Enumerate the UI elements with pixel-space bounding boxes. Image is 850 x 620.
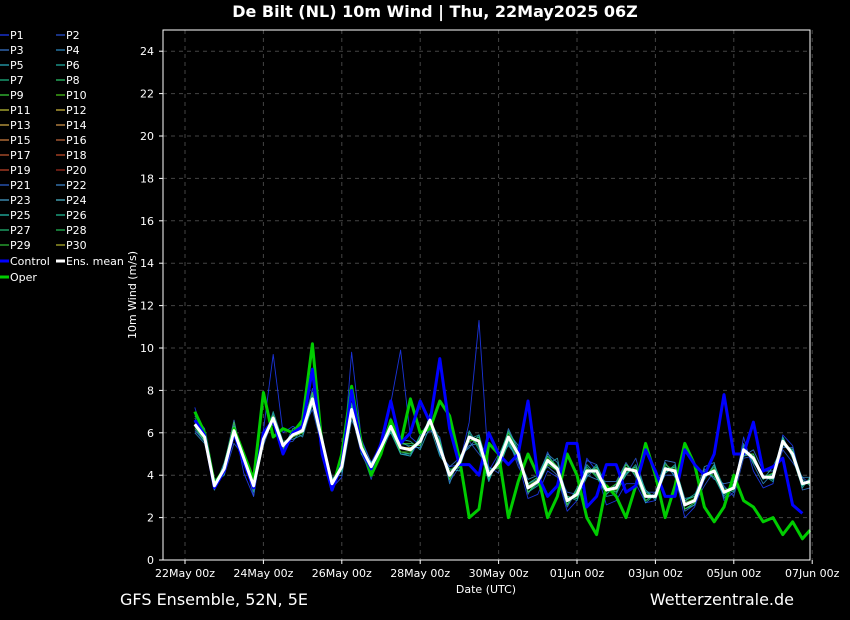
y-axis-label: 10m Wind (m/s)	[126, 251, 139, 339]
y-tick-label: 0	[147, 554, 154, 567]
legend-label: P18	[66, 149, 87, 162]
plot-frame	[162, 29, 811, 561]
legend-label: P6	[66, 59, 80, 72]
x-tick-label: 28May 00z	[390, 567, 450, 580]
footer-site: Wetterzentrale.de	[650, 590, 794, 609]
legend-label: P13	[10, 119, 31, 132]
legend-label: P5	[10, 59, 24, 72]
series-line-oper	[193, 342, 812, 541]
y-tick-label: 4	[147, 469, 154, 482]
legend-label: P25	[10, 209, 31, 222]
x-axis-label: Date (UTC)	[456, 583, 516, 596]
x-tick-label: 24May 00z	[233, 567, 293, 580]
legend-label: P17	[10, 149, 31, 162]
y-tick-label: 2	[147, 512, 154, 525]
legend-label: Control	[10, 255, 50, 268]
legend-label: P15	[10, 134, 31, 147]
series-line-control	[193, 357, 804, 515]
legend: P1 P2 P3 P4 P5 P6 P7 P8 P9 P10 P11 P12 P13 P14 P15 P16 P…	[0, 29, 124, 284]
y-tick-label: 16	[140, 215, 154, 228]
chart-title: De Bilt (NL) 10m Wind | Thu, 22May2025 0…	[232, 2, 638, 22]
footer-model: GFS Ensemble, 52N, 5E	[120, 590, 308, 609]
y-tick-label: 14	[140, 257, 154, 270]
legend-label: P8	[66, 74, 80, 87]
series-layer	[193, 319, 812, 541]
legend-label: Ens. mean	[66, 255, 124, 268]
legend-label: P7	[10, 74, 24, 87]
x-tick-label: 03Jun 00z	[628, 567, 683, 580]
legend-label: P19	[10, 164, 31, 177]
x-tick-label: 07Jun 00z	[785, 567, 840, 580]
y-tick-label: 6	[147, 427, 154, 440]
legend-label: P2	[66, 29, 80, 42]
x-tick-label: 05Jun 00z	[707, 567, 762, 580]
legend-label: P29	[10, 239, 31, 252]
x-tick-label: 30May 00z	[469, 567, 529, 580]
legend-label: P20	[66, 164, 87, 177]
legend-label: P12	[66, 104, 87, 117]
legend-label: P9	[10, 89, 24, 102]
legend-label: P14	[66, 119, 87, 132]
legend-label: P11	[10, 104, 31, 117]
y-tick-label: 8	[147, 384, 154, 397]
y-tick-label: 10	[140, 342, 154, 355]
legend-label: P10	[66, 89, 87, 102]
x-axis: 22May 00z 24May 00z 26May 00z 28May 00z 30Ma…	[155, 560, 840, 580]
legend-label: Oper	[10, 271, 37, 284]
legend-label: P21	[10, 179, 31, 192]
y-tick-label: 20	[140, 130, 154, 143]
legend-label: P1	[10, 29, 24, 42]
legend-label: P26	[66, 209, 87, 222]
legend-label: P23	[10, 194, 31, 207]
legend-label: P3	[10, 44, 24, 57]
legend-label: P28	[66, 224, 87, 237]
y-tick-label: 12	[140, 300, 154, 313]
legend-label: P16	[66, 134, 87, 147]
legend-label: P22	[66, 179, 87, 192]
x-tick-label: 01Jun 00z	[550, 567, 605, 580]
y-tick-label: 22	[140, 88, 154, 101]
x-tick-label: 22May 00z	[155, 567, 215, 580]
series-line-ens-mean	[193, 397, 811, 507]
legend-label: P4	[66, 44, 80, 57]
x-tick-label: 26May 00z	[312, 567, 372, 580]
legend-label: P24	[66, 194, 87, 207]
legend-label: P27	[10, 224, 31, 237]
y-tick-label: 18	[140, 172, 154, 185]
y-tick-label: 24	[140, 45, 154, 58]
legend-label: P30	[66, 239, 87, 252]
